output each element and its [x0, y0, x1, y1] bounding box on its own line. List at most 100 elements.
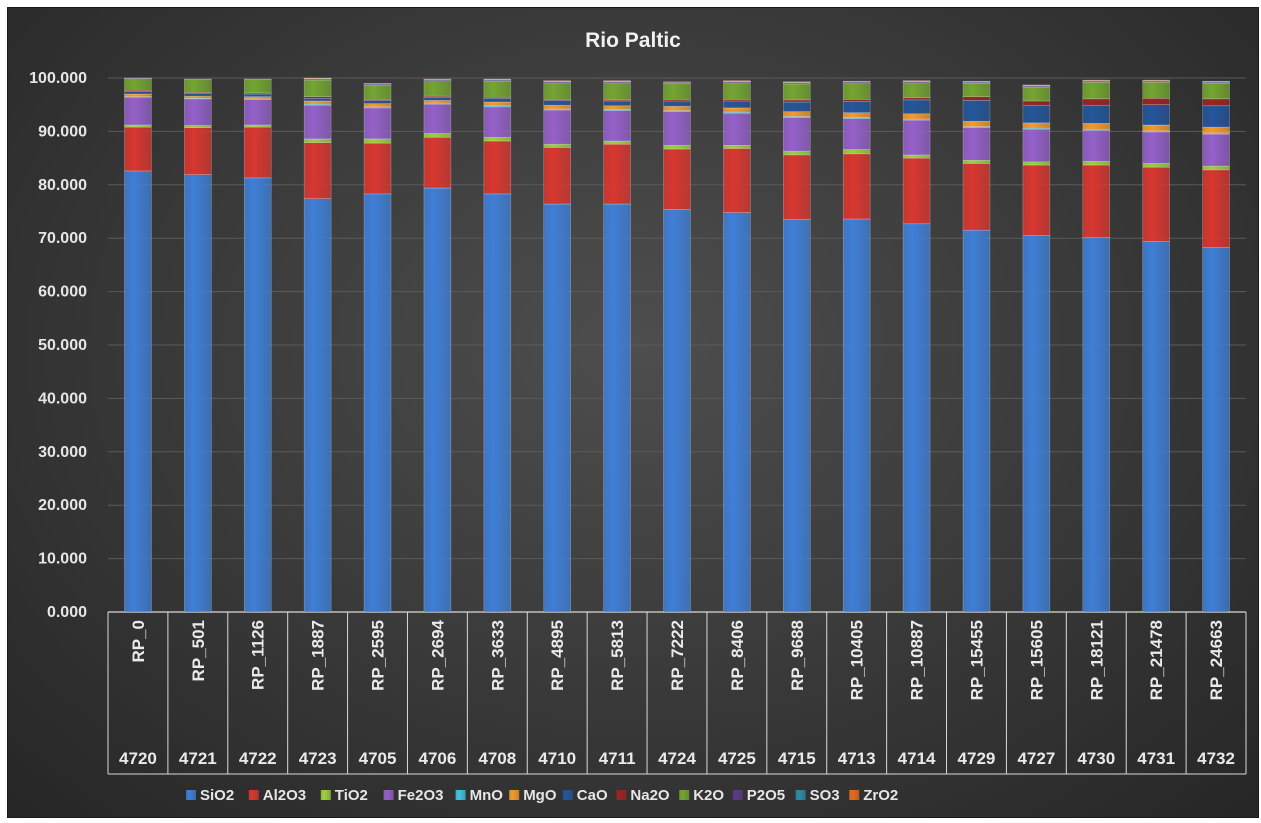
bar-stack-RP_4895	[543, 80, 571, 613]
bar-segment-zro2	[962, 80, 991, 83]
y-tick-label: 30.000	[38, 444, 87, 461]
bar-segment-fe2o3	[483, 106, 512, 138]
legend-item-zro2: ZrO2	[849, 787, 898, 804]
bar-segment-zro2	[1022, 84, 1051, 86]
x-group-label: 4710	[538, 749, 576, 768]
bar-segment-cao	[124, 91, 152, 95]
bar-segment-cao	[962, 100, 991, 122]
bar-segment-k2o	[303, 79, 332, 97]
x-group-label: 4714	[898, 749, 936, 768]
bar-segment-na2o	[1142, 97, 1170, 105]
bar-segment-mgo	[363, 103, 392, 108]
bar-segment-mgo	[423, 100, 452, 104]
bar-segment-mgo	[184, 95, 212, 99]
bar-segment-cao	[1082, 104, 1111, 124]
legend-label: MnO	[470, 787, 504, 804]
bar-segment-k2o	[603, 82, 631, 101]
bar-segment-al2o3	[124, 126, 152, 172]
bar-segment-p2o5	[124, 77, 152, 79]
bar-segment-cao	[723, 100, 751, 109]
y-tick-label: 70.000	[38, 230, 87, 247]
legend-item-p2o5: P2O5	[732, 787, 785, 804]
bar-stack-RP_18121	[1082, 79, 1111, 613]
bar-segment-al2o3	[962, 163, 991, 231]
bar-segment-fe2o3	[603, 110, 631, 142]
legend-item-tio2: TiO2	[320, 787, 368, 804]
bar-segment-zro2	[603, 80, 631, 82]
x-group-label: 4708	[478, 749, 516, 768]
legend-label: TiO2	[335, 787, 368, 804]
bar-segment-tio2	[243, 124, 272, 128]
x-tick-label: RP_15605	[1027, 620, 1046, 700]
bar-segment-k2o	[1022, 86, 1051, 102]
legend-item-mno: MnO	[455, 787, 504, 804]
bar-stack-RP_24663	[1202, 80, 1230, 613]
legend-swatch	[732, 790, 743, 800]
x-group-label: 4722	[239, 749, 277, 768]
bar-segment-zro2	[902, 80, 931, 82]
bar-segment-tio2	[363, 138, 392, 144]
bar-segment-al2o3	[783, 154, 811, 220]
bar-segment-fe2o3	[243, 99, 272, 126]
bar-segment-al2o3	[723, 148, 751, 213]
x-group-label: 4705	[359, 749, 397, 768]
bar-segment-na2o	[783, 99, 811, 103]
bar-segment-na2o	[842, 99, 871, 102]
bar-segment-cao	[1022, 104, 1051, 124]
bar-segment-zro2	[363, 83, 392, 85]
bar-segment-al2o3	[842, 153, 871, 220]
legend-swatch	[849, 790, 860, 800]
bar-stack-RP_2595	[363, 83, 392, 613]
bar-segment-na2o	[243, 92, 272, 95]
bar-segment-k2o	[483, 80, 512, 98]
y-tick-label: 10.000	[38, 551, 87, 568]
bar-segment-fe2o3	[423, 103, 452, 134]
bar-segment-sio2	[1202, 246, 1230, 613]
bar-segment-sio2	[842, 218, 871, 613]
bar-segment-al2o3	[1202, 169, 1230, 248]
legend-swatch	[562, 790, 573, 800]
bar-segment-al2o3	[1142, 166, 1170, 242]
bar-segment-tio2	[1022, 161, 1051, 166]
bar-segment-zro2	[842, 80, 871, 83]
bar-segment-cao	[243, 93, 272, 97]
bar-segment-k2o	[962, 83, 991, 97]
bar-segment-k2o	[243, 79, 272, 94]
legend-swatch	[679, 790, 690, 800]
stacked-bar-chart: Rio Paltic 0.000 10.000 20.000 30.000 40.000…	[29, 29, 1247, 804]
bar-segment-sio2	[1082, 237, 1111, 613]
x-group-label: 4713	[838, 749, 876, 768]
bar-segment-fe2o3	[363, 107, 392, 140]
chart-title: Rio Paltic	[585, 29, 681, 52]
legend-label: MgO	[523, 787, 557, 804]
legend-swatch	[509, 790, 520, 800]
legend-item-mgo: MgO	[509, 787, 557, 804]
bar-stack-RP_2694	[423, 78, 452, 613]
bar-segment-mgo	[1082, 123, 1111, 130]
x-tick-label: RP_24663	[1207, 620, 1226, 700]
bar-segment-fe2o3	[1142, 131, 1170, 164]
bar-segment-tio2	[603, 140, 631, 145]
legend-label: SO3	[810, 787, 840, 804]
bar-segment-cao	[184, 93, 212, 97]
bar-stack-RP_10405	[842, 80, 871, 613]
legend-swatch	[455, 790, 466, 800]
bar-segment-zro2	[483, 78, 512, 80]
y-tick-label: 20.000	[38, 497, 87, 514]
bar-stack-RP_7222	[663, 81, 691, 613]
bar-segment-zro2	[423, 78, 452, 80]
bar-segment-k2o	[783, 83, 811, 101]
x-tick-label: RP_5813	[608, 620, 627, 691]
bar-segment-k2o	[723, 82, 751, 100]
legend-swatch	[616, 790, 627, 800]
bar-segment-mno	[124, 96, 152, 98]
x-tick-label: RP_2595	[369, 620, 388, 691]
legend-swatch	[248, 790, 259, 800]
bar-segment-mgo	[663, 106, 691, 111]
bar-segment-tio2	[723, 144, 751, 149]
bar-segment-sio2	[303, 198, 332, 613]
bar-segment-na2o	[902, 97, 931, 101]
legend-item-k2o: K2O	[679, 787, 724, 804]
x-group-label: 4727	[1017, 749, 1055, 768]
bar-segment-fe2o3	[184, 98, 212, 126]
